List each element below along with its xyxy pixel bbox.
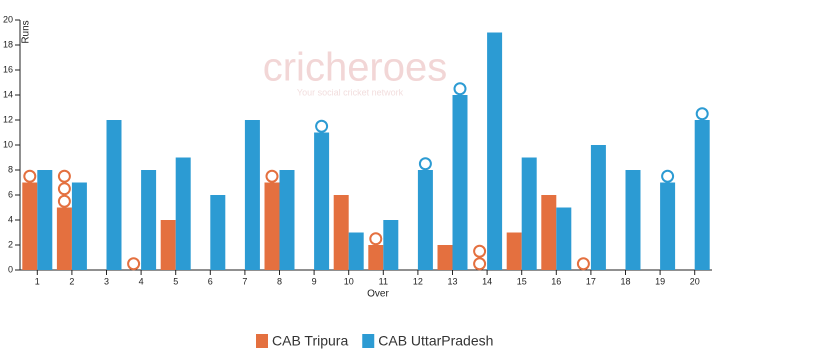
bar <box>71 182 87 270</box>
bar <box>106 120 122 270</box>
y-tick-label: 0 <box>8 264 13 274</box>
y-tick-label: 8 <box>8 164 13 174</box>
wicket-marker <box>369 232 383 246</box>
bar <box>556 207 572 270</box>
wicket-marker <box>453 82 467 96</box>
bar <box>660 182 676 270</box>
bar <box>452 95 468 270</box>
wicket-marker <box>473 257 487 271</box>
bar <box>506 232 522 270</box>
bar <box>314 132 330 270</box>
wicket-marker <box>57 182 71 196</box>
bar <box>175 157 191 270</box>
bar <box>37 170 53 270</box>
y-axis-label: Runs <box>21 20 32 43</box>
x-tick-label: 6 <box>208 276 213 286</box>
bar <box>368 245 384 270</box>
y-tick-label: 6 <box>8 189 13 199</box>
y-tick-label: 10 <box>3 139 13 149</box>
x-tick-label: 18 <box>620 276 630 286</box>
bar <box>417 170 433 270</box>
bar <box>383 220 399 270</box>
bar <box>22 182 38 270</box>
legend-swatch[interactable] <box>362 334 375 348</box>
wicket-marker <box>23 169 37 183</box>
wicket-marker <box>473 244 487 258</box>
x-tick-label: 15 <box>517 276 527 286</box>
x-tick-label: 12 <box>413 276 423 286</box>
legend-label[interactable]: CAB UttarPradesh <box>378 333 493 349</box>
wicket-marker <box>315 119 329 133</box>
wicket-marker <box>57 169 71 183</box>
bar <box>590 145 606 270</box>
x-tick-label: 13 <box>447 276 457 286</box>
bar <box>625 170 641 270</box>
wicket-marker <box>127 257 141 271</box>
bar <box>541 195 557 270</box>
x-tick-label: 3 <box>104 276 109 286</box>
legend-swatch[interactable] <box>256 334 268 348</box>
x-tick-label: 5 <box>173 276 178 286</box>
x-tick-label: 17 <box>586 276 596 286</box>
watermark-tagline: Your social cricket network <box>297 87 404 97</box>
wicket-marker <box>418 157 432 171</box>
bar <box>244 120 260 270</box>
y-tick-label: 12 <box>3 114 13 124</box>
x-tick-label: 1 <box>35 276 40 286</box>
x-tick-label: 8 <box>277 276 282 286</box>
x-tick-label: 9 <box>312 276 317 286</box>
y-tick-label: 2 <box>8 239 13 249</box>
bar <box>210 195 226 270</box>
bar <box>694 120 710 270</box>
x-tick-label: 16 <box>551 276 561 286</box>
bar <box>521 157 537 270</box>
x-tick-label: 7 <box>242 276 247 286</box>
x-tick-label: 10 <box>344 276 354 286</box>
y-tick-label: 20 <box>3 14 13 24</box>
y-tick-label: 14 <box>3 89 13 99</box>
bar <box>141 170 157 270</box>
wicket-marker <box>695 107 709 121</box>
x-tick-label: 20 <box>690 276 700 286</box>
bar <box>264 182 280 270</box>
x-tick-label: 4 <box>139 276 144 286</box>
bar <box>160 220 176 270</box>
x-tick-label: 11 <box>379 276 388 286</box>
y-tick-label: 16 <box>3 64 13 74</box>
legend-label[interactable]: CAB Tripura <box>272 333 348 349</box>
x-tick-label: 2 <box>69 276 74 286</box>
y-tick-label: 4 <box>8 214 13 224</box>
x-tick-label: 19 <box>655 276 665 286</box>
bar <box>348 232 364 270</box>
y-tick-label: 18 <box>3 39 13 49</box>
bar <box>487 32 503 270</box>
wicket-marker <box>576 257 590 271</box>
x-axis-label: Over <box>367 289 389 300</box>
wicket-marker <box>265 169 279 183</box>
bar <box>56 207 72 270</box>
bar <box>437 245 453 270</box>
wicket-marker <box>57 194 71 208</box>
bar <box>279 170 295 270</box>
x-tick-label: 14 <box>482 276 492 286</box>
watermark-brand: cricheroes <box>263 46 448 90</box>
bar <box>333 195 349 270</box>
wicket-marker <box>661 169 675 183</box>
